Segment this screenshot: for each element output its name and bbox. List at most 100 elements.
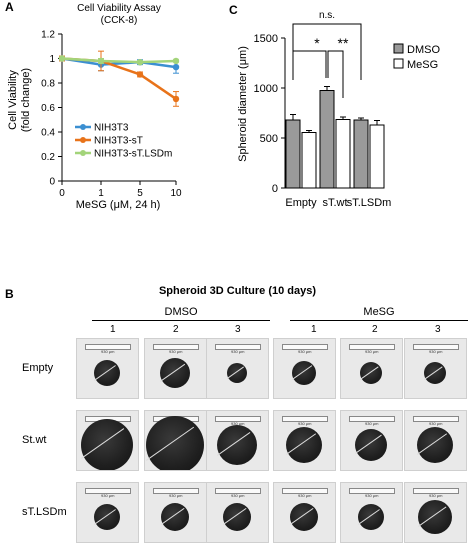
panel-label-b: B [5,287,14,301]
chart-subtitle: (CCK-8) [101,15,138,26]
spheroid [94,504,120,530]
series-NIH3T3-sT.LSDm [58,55,180,66]
column-number: 2 [173,324,179,335]
data-point [172,63,180,71]
y-tick-label: 0.6 [41,103,55,114]
spheroid [286,427,322,463]
ns-bracket [292,23,362,80]
column-number: 1 [311,324,317,335]
spheroid [81,419,133,470]
spheroid-image: 930 μm [340,338,403,399]
y-tick-label: 0 [49,177,55,188]
spheroid [417,427,453,463]
scale-bar-label: 930 μm [365,349,379,354]
x-tick-label: Empty [285,197,317,209]
chart-title: Cell Viability Assay [77,3,161,14]
legend-marker [80,137,86,143]
spheroid [290,503,318,531]
double-star-label: ** [338,35,349,51]
scale-bar-label: 930 μm [429,349,443,354]
column-number: 3 [435,324,441,335]
data-point [58,55,66,62]
bar [285,119,301,189]
row-label: sT.LSDm [22,506,67,518]
y-tick-label: 500 [260,133,278,145]
scale-bar [349,416,395,422]
spheroid-image: 930 μm [206,410,269,471]
scale-bar-label: 930 μm [429,493,443,498]
spheroid-bar-chart: Spheroid diameter (μm) 0 500 1000 1500 Empty… [237,10,440,209]
scale-bar [215,344,261,350]
scale-bar [349,488,395,494]
scale-bar [153,488,199,494]
scale-bar [85,488,131,494]
series-line [61,57,177,69]
spheroid-image: 930 μm [76,482,139,543]
spheroid [358,504,384,530]
spheroid [146,416,204,470]
row-label: St.wt [22,434,47,446]
group-label-dmso: DMSO [164,306,198,318]
scale-bar [413,416,459,422]
spheroid [424,362,446,384]
spheroid-image: 930 μm [273,338,336,399]
scale-bar-label: 930 μm [101,349,115,354]
scale-bar-label: 930 μm [365,493,379,498]
spheroid-image: 930 μm [404,338,467,399]
legend-swatch [393,43,404,54]
column-number: 1 [110,324,116,335]
legend-label: DMSO [407,44,440,56]
group-divider-dmso [92,320,270,321]
legend-label: MeSG [407,59,438,71]
spheroid [223,503,251,531]
series-NIH3T3 [58,55,180,74]
legend-label: NIH3T3-sT [94,136,143,147]
scale-bar [85,344,131,350]
x-tick-label: 10 [170,188,182,199]
scale-bar-label: 930 μm [169,493,183,498]
x-tick-label: 1 [98,188,104,199]
scale-bar-label: 930 μm [231,493,245,498]
star-label: * [314,35,320,51]
scale-bar [282,344,328,350]
y-tick-label: 0.8 [41,79,55,90]
spheroid-image: 930 μm [404,482,467,543]
spheroid [355,429,387,461]
scale-bar-label: 930 μm [365,421,379,426]
star-bracket [292,50,327,80]
spheroid [161,503,189,531]
spheroid-image: 930 μm [206,482,269,543]
spheroid [217,425,257,465]
data-point [172,95,180,103]
spheroid [94,360,120,386]
scale-bar [215,488,261,494]
row-label: Empty [22,362,54,374]
scale-bar [413,488,459,494]
bar [319,90,335,189]
spheroid [360,362,382,384]
spheroid-image: 930 μm [144,410,207,471]
y-tick-label: 1 [49,54,55,65]
scale-bar-label: 930 μm [169,349,183,354]
bar [335,119,351,189]
group-label-mesg: MeSG [363,306,395,318]
legend-label: NIH3T3 [94,123,129,134]
scale-bar-label: 930 μm [101,493,115,498]
data-point [97,57,105,65]
data-point [172,57,180,65]
data-point [136,58,144,66]
spheroid-image: 930 μm [76,338,139,399]
spheroid-image: 930 μm [340,410,403,471]
scale-bar [413,344,459,350]
spheroid-image: 930 μm [206,338,269,399]
column-number: 3 [235,324,241,335]
bar [301,132,317,189]
spheroid-culture-panel: Spheroid 3D Culture (10 days) DMSO MeSG … [0,282,475,550]
spheroid [227,363,247,383]
scale-bar-label: 930 μm [231,349,245,354]
scale-bar-label: 930 μm [298,421,312,426]
spheroid [292,361,316,385]
y-tick-label: 1500 [254,33,278,45]
data-point [136,71,144,78]
spheroid [160,358,190,388]
